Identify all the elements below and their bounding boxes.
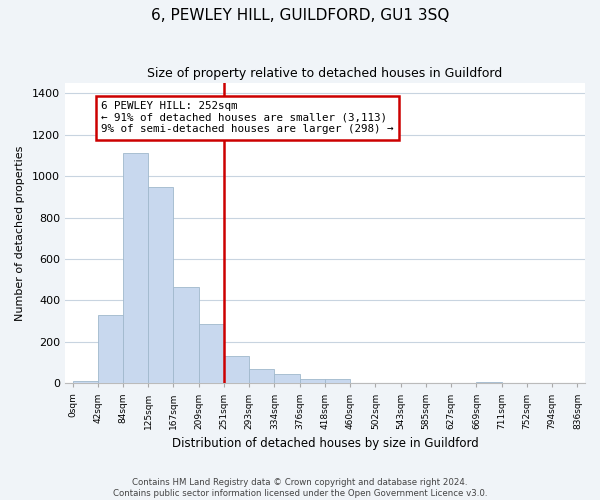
Bar [148,186,173,384]
Text: 6, PEWLEY HILL, GUILDFORD, GU1 3SQ: 6, PEWLEY HILL, GUILDFORD, GU1 3SQ [151,8,449,22]
Title: Size of property relative to detached houses in Guildford: Size of property relative to detached ho… [148,68,503,80]
Bar [224,356,249,384]
Bar [325,379,350,384]
Bar [199,324,224,384]
Text: Contains HM Land Registry data © Crown copyright and database right 2024.
Contai: Contains HM Land Registry data © Crown c… [113,478,487,498]
Bar [249,369,274,384]
Text: 6 PEWLEY HILL: 252sqm
← 91% of detached houses are smaller (3,113)
9% of semi-de: 6 PEWLEY HILL: 252sqm ← 91% of detached … [101,101,394,134]
Bar [73,381,98,384]
Bar [123,154,148,384]
Bar [98,315,123,384]
Bar [476,382,502,384]
Y-axis label: Number of detached properties: Number of detached properties [15,146,25,321]
Bar [173,287,199,384]
Bar [300,379,325,384]
Bar [274,374,300,384]
X-axis label: Distribution of detached houses by size in Guildford: Distribution of detached houses by size … [172,437,478,450]
